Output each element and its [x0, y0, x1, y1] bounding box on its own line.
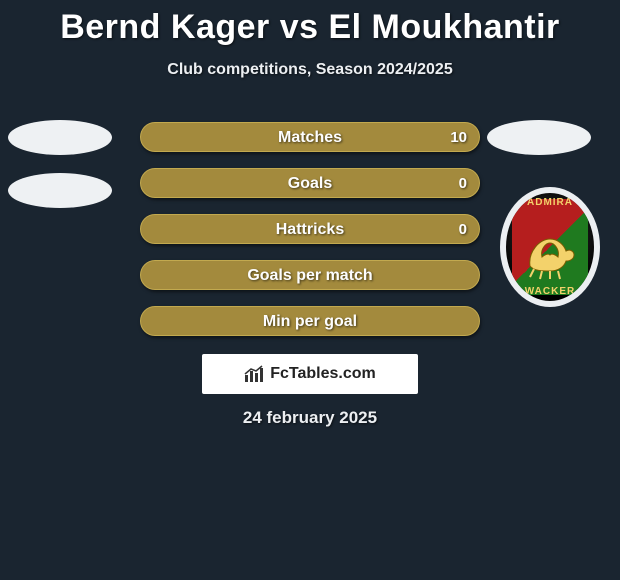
stat-label: Matches — [141, 123, 479, 153]
player-right-club-crest: ADMIRA WACKER — [500, 187, 600, 307]
stat-row: Goals per match — [140, 260, 480, 290]
player-left-club-avatar — [8, 173, 112, 208]
branding-badge: FcTables.com — [202, 354, 418, 394]
stats-container: Matches 10 Goals 0 Hattricks 0 Goals per… — [140, 122, 480, 352]
stat-row: Min per goal — [140, 306, 480, 336]
stat-row: Hattricks 0 — [140, 214, 480, 244]
player-left-avatar — [8, 120, 112, 155]
stat-right-value: 0 — [459, 215, 467, 245]
crest-text-top: ADMIRA — [506, 197, 594, 208]
stat-label: Hattricks — [141, 215, 479, 245]
stat-row: Matches 10 — [140, 122, 480, 152]
generation-date: 24 february 2025 — [0, 408, 620, 428]
stat-label: Min per goal — [141, 307, 479, 337]
page-title: Bernd Kager vs El Moukhantir — [0, 0, 620, 47]
branding-text: FcTables.com — [270, 365, 376, 383]
page-subtitle: Club competitions, Season 2024/2025 — [0, 61, 620, 79]
stat-right-value: 0 — [459, 169, 467, 199]
stat-label: Goals — [141, 169, 479, 199]
player-right-avatar — [487, 120, 591, 155]
stat-right-value: 10 — [450, 123, 467, 153]
chart-icon — [244, 365, 266, 383]
crest-dragon-icon — [520, 221, 580, 281]
stat-label: Goals per match — [141, 261, 479, 291]
crest-background — [512, 199, 588, 295]
stat-row: Goals 0 — [140, 168, 480, 198]
crest-text-bottom: WACKER — [506, 286, 594, 297]
